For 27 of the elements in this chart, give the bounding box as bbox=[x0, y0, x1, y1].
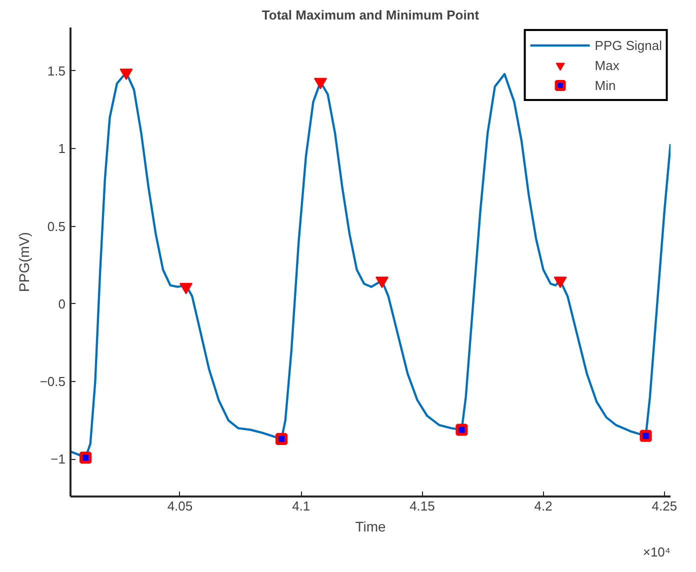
y-tick-label: −1 bbox=[50, 452, 66, 467]
point bbox=[554, 276, 567, 288]
point bbox=[180, 282, 193, 294]
point bbox=[376, 276, 389, 288]
point bbox=[275, 433, 288, 446]
x-tick-label: 4.1 bbox=[292, 498, 310, 514]
x-tick-label: 4.15 bbox=[410, 498, 435, 514]
y-tick-label: 1.5 bbox=[47, 63, 66, 78]
x-tick-label: 4.25 bbox=[652, 498, 678, 514]
legend-label: PPG Signal bbox=[594, 38, 662, 52]
legend-label: Max bbox=[594, 58, 620, 72]
point bbox=[640, 430, 652, 442]
point bbox=[456, 424, 468, 436]
y-tick-label: 0.5 bbox=[47, 218, 66, 234]
x-tick-label: 4.2 bbox=[534, 498, 552, 514]
y-tick-label: 1 bbox=[58, 141, 66, 156]
y-tick-label: 0 bbox=[58, 296, 66, 312]
y-axis-title: PPG(mV) bbox=[16, 232, 32, 292]
x-tick-label: 4.05 bbox=[167, 498, 193, 514]
text: ×10⁴ bbox=[642, 544, 671, 560]
y-tick-label: −0.5 bbox=[40, 374, 66, 390]
x-axis-title: Time bbox=[355, 518, 386, 534]
chart-title: Total Maximum and Minimum Point bbox=[262, 8, 480, 22]
legend-label: Min bbox=[594, 78, 616, 92]
point bbox=[314, 78, 327, 90]
point bbox=[120, 68, 133, 80]
point bbox=[80, 452, 92, 464]
